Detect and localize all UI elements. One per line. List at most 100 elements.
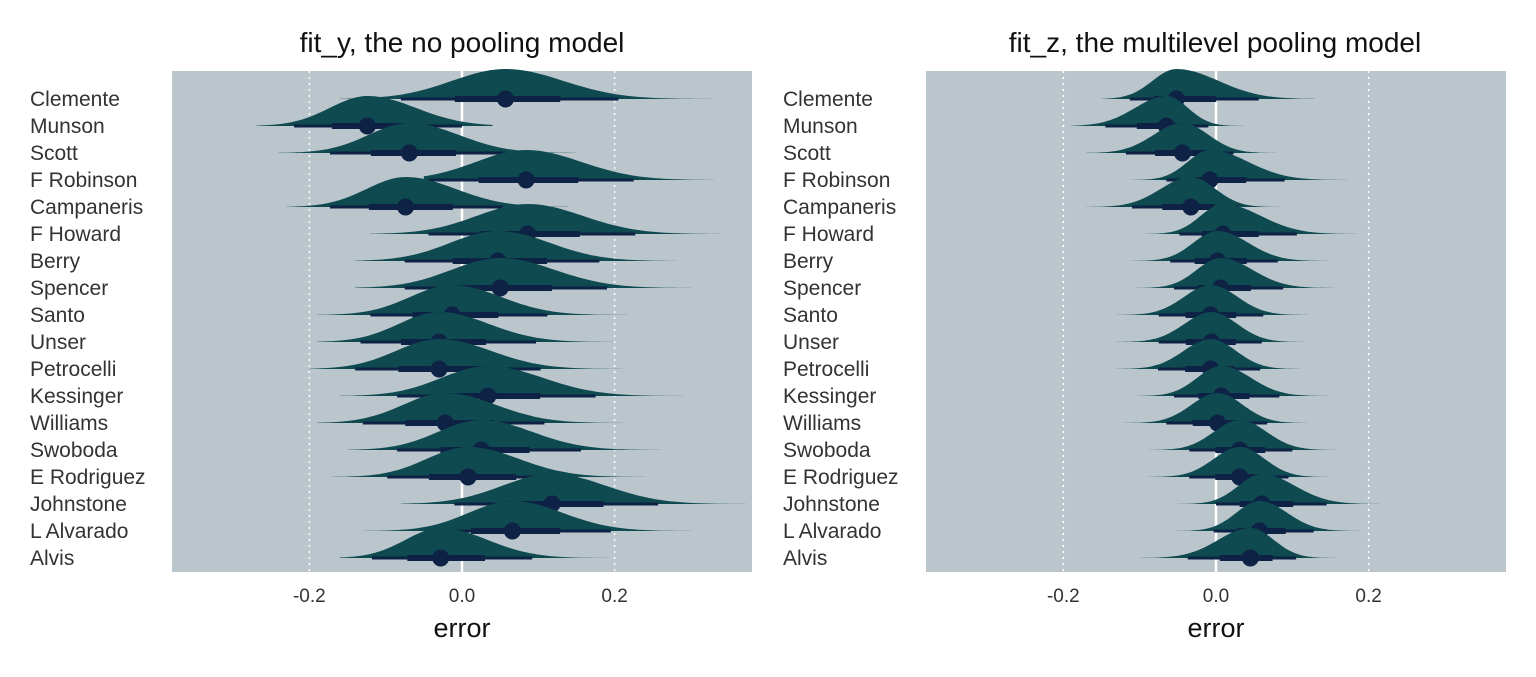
- y-tick-label: Spencer: [30, 277, 108, 300]
- row-munson: Munson: [30, 96, 493, 138]
- point-estimate: [517, 171, 535, 189]
- panel-2: fit_z, the multilevel pooling model -0.2 0…: [783, 27, 1506, 643]
- density-shape: [355, 258, 691, 288]
- point-estimate: [1231, 468, 1249, 486]
- y-tick-label: Clemente: [30, 88, 120, 111]
- point-estimate: [459, 468, 477, 486]
- y-tick-label: Kessinger: [783, 385, 876, 408]
- chart-title: fit_z, the multilevel pooling model: [1009, 27, 1421, 58]
- point-estimate: [1173, 144, 1191, 162]
- point-estimate: [400, 144, 418, 162]
- y-tick-label: Johnstone: [30, 493, 127, 516]
- y-tick-label: Berry: [783, 250, 834, 273]
- row-f-howard: F Howard: [783, 204, 1377, 246]
- y-tick-label: Munson: [30, 115, 105, 138]
- density-shape: [317, 285, 638, 315]
- x-tick-label: -0.2: [1047, 586, 1080, 607]
- y-tick-label: Swoboda: [30, 439, 118, 462]
- row-clemente: Clemente: [30, 69, 714, 111]
- density-shape: [1109, 393, 1331, 423]
- density-shape: [1124, 231, 1339, 261]
- y-tick-label: Johnstone: [783, 493, 880, 516]
- row-scott: Scott: [30, 123, 577, 165]
- y-tick-label: Santo: [783, 304, 838, 327]
- density-shape: [1139, 528, 1339, 558]
- y-tick-label: Munson: [783, 115, 858, 138]
- y-tick-label: E Rodriguez: [30, 466, 146, 489]
- point-estimate: [397, 198, 415, 216]
- density-shape: [370, 204, 722, 234]
- point-estimate: [491, 279, 509, 297]
- density-shape: [1132, 258, 1346, 288]
- y-tick-label: Scott: [783, 142, 831, 165]
- row-alvis: Alvis: [783, 528, 1339, 570]
- y-tick-label: L Alvarado: [783, 520, 881, 543]
- row-alvis: Alvis: [30, 528, 607, 570]
- density-shape: [1101, 285, 1323, 315]
- density-shape: [1101, 312, 1316, 342]
- y-tick-label: F Howard: [783, 223, 874, 246]
- density-shape: [1124, 447, 1346, 477]
- x-tick-label: 0.2: [601, 586, 627, 607]
- y-tick-label: Scott: [30, 142, 78, 165]
- density-shape: [1139, 204, 1377, 234]
- y-tick-label: F Robinson: [783, 169, 890, 192]
- density-shape: [339, 366, 699, 396]
- point-estimate: [430, 360, 448, 378]
- density-shape: [400, 474, 752, 504]
- y-tick-label: Alvis: [30, 547, 74, 570]
- y-tick-label: Campaneris: [30, 196, 143, 219]
- density-shape: [1086, 123, 1278, 153]
- density-shape: [1086, 177, 1316, 207]
- point-estimate: [497, 90, 514, 108]
- density-shape: [1071, 96, 1255, 126]
- y-tick-label: Alvis: [783, 547, 827, 570]
- density-shape: [255, 96, 493, 126]
- density-shape: [309, 339, 623, 369]
- y-tick-label: Campaneris: [783, 196, 896, 219]
- density-shape: [339, 69, 714, 99]
- density-shape: [362, 501, 707, 531]
- point-estimate: [1241, 549, 1259, 567]
- row-campaneris: Campaneris: [30, 177, 569, 219]
- y-tick-label: Berry: [30, 250, 81, 273]
- point-estimate: [503, 522, 521, 540]
- density-shape: [339, 528, 607, 558]
- y-tick-label: Santo: [30, 304, 85, 327]
- y-tick-label: F Howard: [30, 223, 121, 246]
- density-shape: [1109, 339, 1316, 369]
- y-tick-label: L Alvarado: [30, 520, 128, 543]
- density-shape: [355, 231, 676, 261]
- chart-title: fit_y, the no pooling model: [300, 27, 625, 58]
- density-shape: [1124, 420, 1354, 450]
- y-tick-label: Petrocelli: [30, 358, 116, 381]
- density-shape: [1154, 501, 1369, 531]
- density-shape: [317, 393, 623, 423]
- y-tick-label: Williams: [783, 412, 861, 435]
- x-tick-label: 0.0: [1203, 586, 1229, 607]
- x-tick-label: 0.2: [1355, 586, 1381, 607]
- row-f-howard: F Howard: [30, 204, 722, 246]
- y-tick-label: Petrocelli: [783, 358, 869, 381]
- point-estimate: [479, 387, 497, 405]
- point-estimate: [432, 549, 450, 567]
- row-spencer: Spencer: [783, 258, 1346, 300]
- x-axis-label: error: [1187, 613, 1244, 643]
- density-shape: [1170, 474, 1415, 504]
- y-tick-label: Kessinger: [30, 385, 123, 408]
- density-shape: [1116, 366, 1354, 396]
- y-tick-label: Clemente: [783, 88, 873, 111]
- x-axis-label: error: [433, 613, 490, 643]
- density-shape: [1101, 69, 1316, 99]
- density-shape: [423, 150, 714, 180]
- row-f-robinson: F Robinson: [30, 150, 714, 192]
- y-tick-label: Spencer: [783, 277, 861, 300]
- y-tick-label: Swoboda: [783, 439, 871, 462]
- density-shape: [347, 420, 661, 450]
- y-tick-label: Williams: [30, 412, 108, 435]
- x-tick-label: 0.0: [449, 586, 475, 607]
- point-estimate: [1182, 198, 1200, 216]
- density-shape: [317, 312, 615, 342]
- density-shape: [1124, 150, 1354, 180]
